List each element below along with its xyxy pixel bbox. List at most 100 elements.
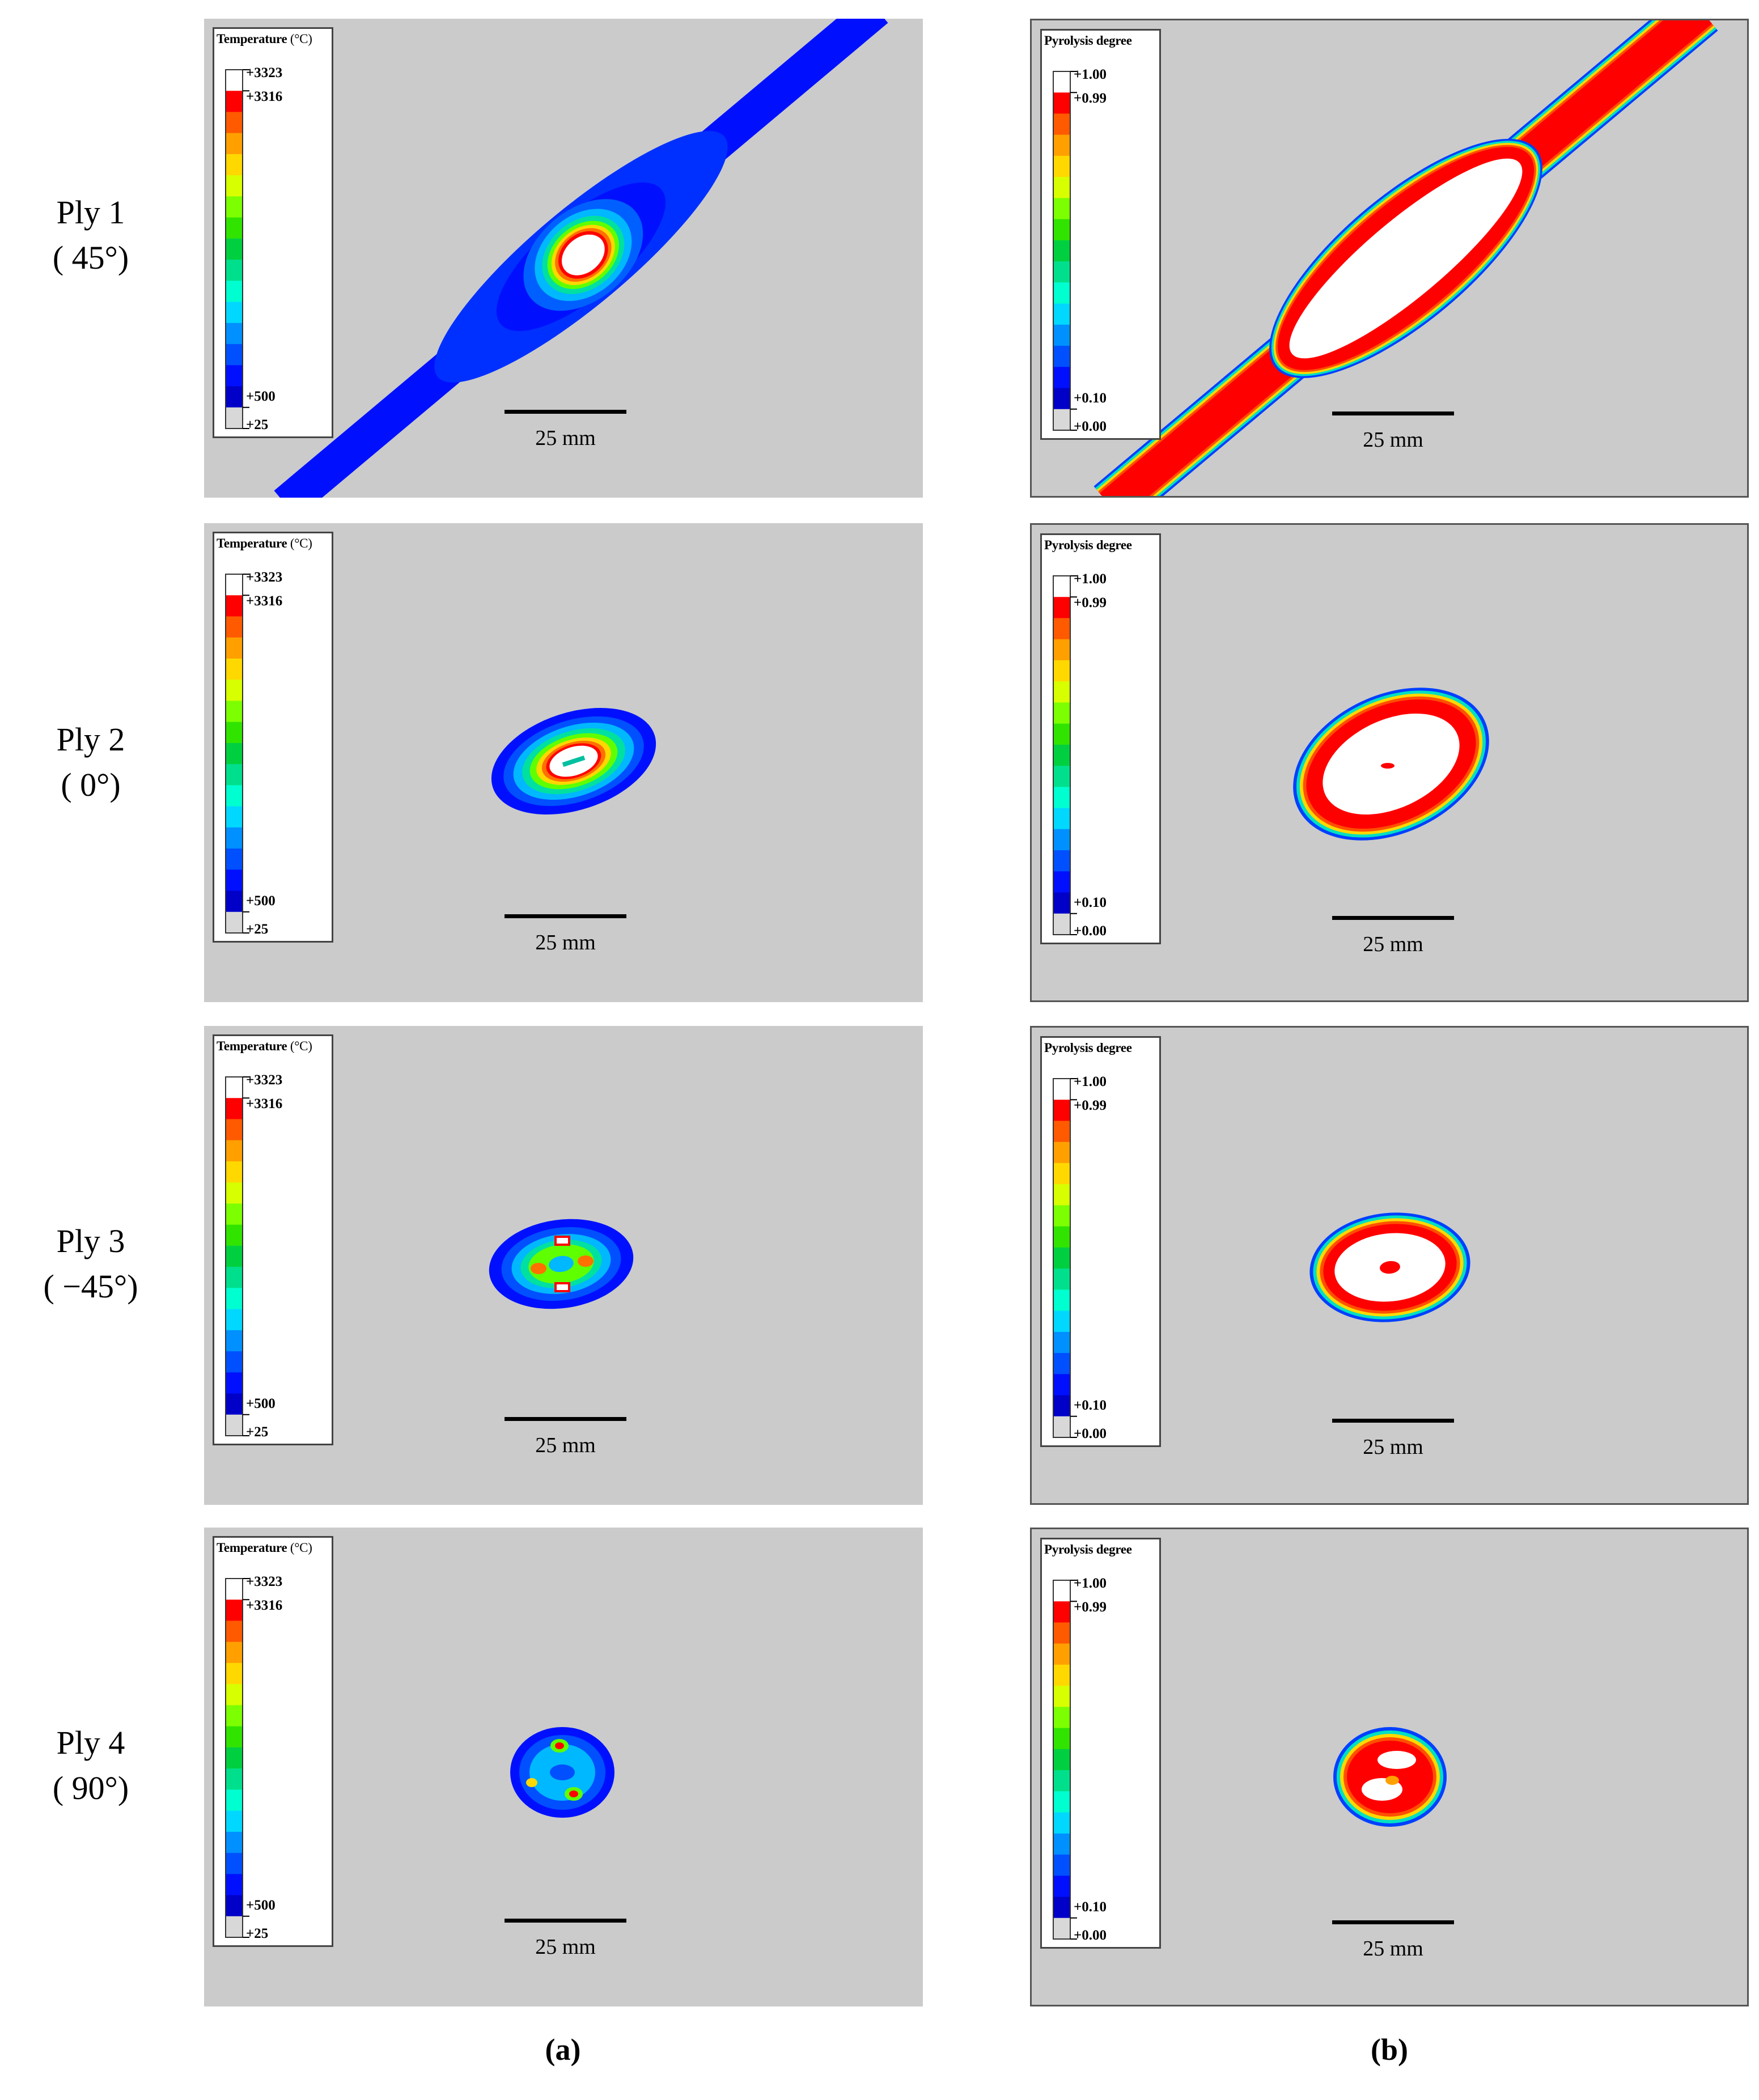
pyrolysis-panel-ply-4: Pyrolysis degree +1.00 +0.99 +0.10 +0.00… bbox=[1030, 1528, 1749, 2006]
legend-tick: +25 bbox=[246, 922, 269, 937]
colorbar-band bbox=[1053, 766, 1070, 787]
colorbar-band bbox=[1053, 1247, 1070, 1269]
legend-tick: +0.00 bbox=[1074, 419, 1107, 434]
colorbar-band bbox=[226, 70, 243, 91]
colorbar-band bbox=[1053, 808, 1070, 830]
colorbar-band bbox=[226, 1288, 243, 1310]
colorbar-band bbox=[226, 302, 243, 324]
colorbar-band bbox=[1053, 892, 1070, 914]
colorbar-band bbox=[1053, 1205, 1070, 1227]
colorbar-band bbox=[226, 260, 243, 281]
colorbar-band bbox=[226, 1853, 243, 1874]
colorbar-band bbox=[1053, 913, 1070, 935]
colorbar-band bbox=[1053, 71, 1070, 93]
colorbar-band bbox=[1053, 618, 1070, 640]
temperature-panel-ply-1: Temperature (°C) +3323 +3316 +500 +25 25… bbox=[204, 19, 923, 498]
scale-bar bbox=[1332, 1920, 1454, 1924]
colorbar-band bbox=[1053, 639, 1070, 661]
ply-name: Ply 4 bbox=[56, 1724, 125, 1761]
colorbar-band bbox=[226, 1684, 243, 1706]
pyrolysis-contour-ply-2 bbox=[1293, 688, 1489, 841]
colorbar-band bbox=[1053, 1770, 1070, 1792]
colorbar-band bbox=[1053, 388, 1070, 410]
row-label-ply-1: Ply 1 ( 45°) bbox=[0, 190, 181, 281]
legend-tick: +500 bbox=[246, 1396, 275, 1411]
colorbar-band bbox=[1053, 744, 1070, 766]
colorbar-band bbox=[1053, 1707, 1070, 1729]
colorbar-band bbox=[1053, 198, 1070, 220]
colorbar-band bbox=[1053, 1416, 1070, 1438]
colorbar-band bbox=[226, 1182, 243, 1204]
colorbar-band bbox=[1053, 1664, 1070, 1686]
scale-bar-label: 25 mm bbox=[535, 931, 596, 954]
legend-title: Pyrolysis degree bbox=[1044, 33, 1132, 48]
pyrolysis-panel-ply-1: Pyrolysis degree +1.00 +0.99 +0.10 +0.00… bbox=[1030, 19, 1749, 498]
colorbar-band bbox=[226, 1916, 243, 1938]
ply-angle: ( 90°) bbox=[52, 1770, 129, 1806]
colorbar-band bbox=[1053, 871, 1070, 893]
colorbar-band bbox=[226, 1393, 243, 1415]
scale-bar bbox=[505, 1919, 626, 1923]
legend-unit: (°C) bbox=[290, 1039, 312, 1053]
colorbar-frame bbox=[1053, 71, 1071, 431]
temperature-contour-ply-4 bbox=[510, 1727, 614, 1818]
colorbar-band bbox=[226, 91, 243, 112]
colorbar-band bbox=[1053, 1395, 1070, 1417]
scale-bar bbox=[505, 1417, 626, 1421]
legend-tick: +3323 bbox=[246, 65, 283, 80]
legend-title: Temperature bbox=[217, 32, 287, 46]
colorbar-band bbox=[226, 1895, 243, 1917]
colorbar-band bbox=[226, 1620, 243, 1643]
pyrolysis-legend: Pyrolysis degree +1.00 +0.99 +0.10 +0.00 bbox=[1040, 1538, 1161, 1949]
legend-tick: +0.99 bbox=[1074, 595, 1107, 610]
colorbar-band bbox=[226, 133, 243, 155]
colorbar-band bbox=[226, 1203, 243, 1225]
colorbar-band bbox=[1053, 1749, 1070, 1771]
scale-bar bbox=[505, 914, 626, 918]
colorbar-band bbox=[1053, 1374, 1070, 1396]
colorbar-band bbox=[226, 407, 243, 429]
temperature-legend: Temperature (°C) +3323 +3316 +500 +25 bbox=[213, 532, 333, 943]
colorbar-band bbox=[226, 1579, 243, 1600]
colorbar-band bbox=[226, 1140, 243, 1162]
colorbar-band bbox=[226, 112, 243, 134]
colorbar-band bbox=[226, 1747, 243, 1769]
colorbar-band bbox=[1053, 1791, 1070, 1813]
legend-tick: +1.00 bbox=[1074, 571, 1107, 587]
colorbar-band bbox=[1053, 1855, 1070, 1876]
colorbar-band bbox=[226, 869, 243, 892]
colorbar-band bbox=[1053, 1643, 1070, 1665]
colorbar-band bbox=[1053, 660, 1070, 682]
colorbar-band bbox=[1053, 1226, 1070, 1248]
colorbar-band bbox=[226, 1789, 243, 1811]
legend-tick: +3323 bbox=[246, 1574, 283, 1589]
scale-bar bbox=[1332, 411, 1454, 415]
legend-unit: (°C) bbox=[290, 1541, 312, 1555]
legend-tick: +3323 bbox=[246, 570, 283, 585]
colorbar-band bbox=[1053, 1310, 1070, 1333]
colorbar-band bbox=[1053, 134, 1070, 156]
colorbar-band bbox=[226, 637, 243, 659]
legend-tick: +3316 bbox=[246, 593, 283, 609]
colorbar-band bbox=[1053, 177, 1070, 198]
colorbar-band bbox=[226, 365, 243, 387]
colorbar-frame bbox=[1053, 575, 1071, 935]
colorbar-band bbox=[226, 344, 243, 366]
scale-bar-label: 25 mm bbox=[535, 1935, 596, 1959]
colorbar-band bbox=[226, 595, 243, 617]
legend-tick: +25 bbox=[246, 1424, 269, 1440]
colorbar-band bbox=[1053, 303, 1070, 325]
colorbar-band bbox=[1053, 576, 1070, 597]
ply-angle: ( 45°) bbox=[52, 239, 129, 276]
colorbar-band bbox=[1053, 1812, 1070, 1834]
colorbar-band bbox=[1053, 1622, 1070, 1644]
colorbar-band bbox=[226, 175, 243, 197]
legend-tick: +3323 bbox=[246, 1072, 283, 1088]
colorbar-band bbox=[1053, 1184, 1070, 1206]
colorbar-band bbox=[226, 574, 243, 596]
colorbar-band bbox=[226, 1224, 243, 1246]
legend-title: Pyrolysis degree bbox=[1044, 1542, 1132, 1556]
legend-tick: +25 bbox=[246, 1926, 269, 1941]
legend-tick: +0.99 bbox=[1074, 91, 1107, 106]
colorbar-band bbox=[1053, 1269, 1070, 1290]
